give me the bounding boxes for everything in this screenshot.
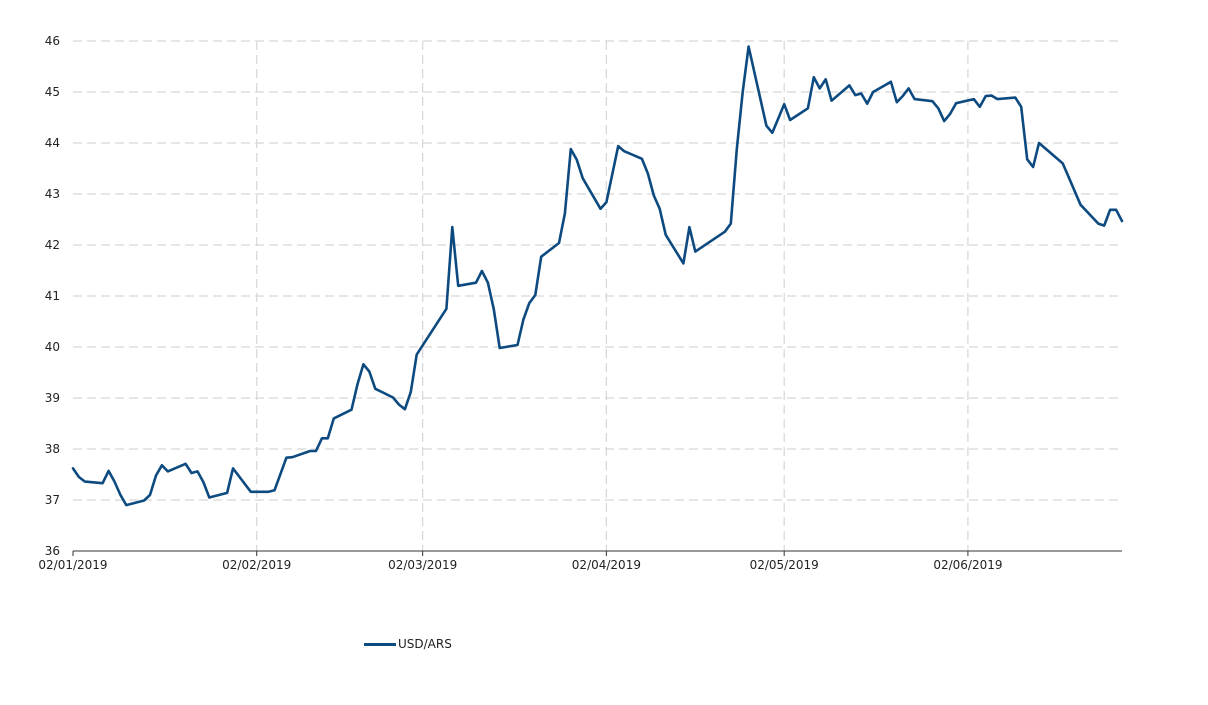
y-tick-label-42: 42 (45, 238, 60, 252)
y-tick-label-46: 46 (45, 34, 60, 48)
axes (72, 550, 1122, 556)
y-tick-label-44: 44 (45, 136, 60, 150)
series-lines (71, 45, 1124, 507)
y-tick-label-36: 36 (45, 544, 60, 558)
x-tick-label-2: 02/03/2019 (388, 558, 457, 572)
y-tick-label-37: 37 (45, 493, 60, 507)
legend-label-usd-ars: USD/ARS (398, 637, 452, 651)
x-tick-label-5: 02/06/2019 (933, 558, 1002, 572)
y-tick-label-40: 40 (45, 340, 60, 354)
y-tick-label-38: 38 (45, 442, 60, 456)
series-line-usd-ars (71, 45, 1124, 507)
horizontal-gridlines (73, 40, 1122, 501)
y-axis-tick-labels: 36 37 38 39 40 41 42 43 44 45 46 (45, 34, 60, 558)
y-tick-label-45: 45 (45, 85, 60, 99)
x-tick-label-1: 02/02/2019 (222, 558, 291, 572)
legend: USD/ARS (364, 634, 452, 654)
x-tick-label-0: 02/01/2019 (38, 558, 107, 572)
y-tick-label-41: 41 (45, 289, 60, 303)
legend-swatch-usd-ars (364, 642, 396, 646)
vertical-gridlines (256, 41, 969, 551)
x-axis-tick-labels: 02/01/2019 02/02/2019 02/03/2019 02/04/2019… (38, 558, 1002, 572)
x-tick-label-3: 02/04/2019 (572, 558, 641, 572)
y-tick-label-43: 43 (45, 187, 60, 201)
y-tick-label-39: 39 (45, 391, 60, 405)
x-tick-label-4: 02/05/2019 (750, 558, 819, 572)
